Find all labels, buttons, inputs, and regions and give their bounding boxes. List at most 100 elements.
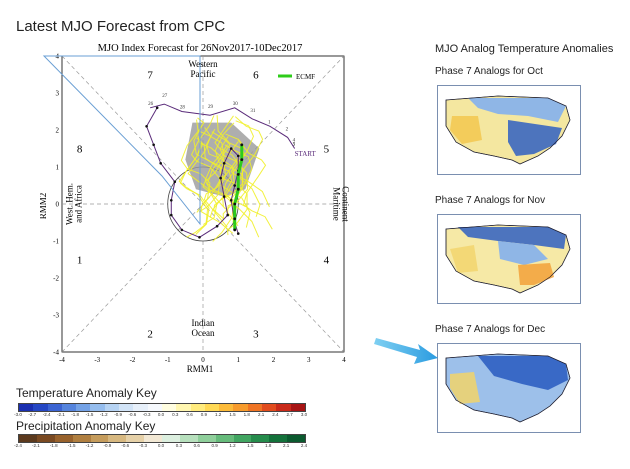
region-label-bottom: Indian — [192, 318, 215, 328]
ecmf-point — [240, 143, 244, 147]
key-swatch — [233, 404, 248, 411]
key-tick-label: -2.4 — [42, 412, 51, 417]
ecmf-point — [233, 202, 237, 206]
key-swatch — [262, 404, 277, 411]
temperature-key-title: Temperature Anomaly Key — [16, 386, 157, 400]
key-swatch — [19, 435, 37, 442]
ecmf-point — [233, 228, 237, 232]
ensemble-member-line — [203, 143, 234, 234]
key-swatch — [61, 404, 77, 411]
y-axis-label: RMM2 — [40, 193, 48, 220]
x-tick-label: 4 — [342, 356, 346, 364]
observed-day-label: 29 — [208, 105, 214, 110]
key-tick-label: -2.1 — [31, 443, 40, 448]
key-tick-label: -1.8 — [49, 443, 58, 448]
key-tick-label: 0.0 — [157, 443, 165, 448]
y-tick-label: 2 — [56, 127, 60, 135]
observed-point — [236, 232, 240, 235]
observed-point — [233, 184, 237, 187]
observed-day-label: 2 — [286, 127, 289, 132]
key-swatch — [287, 435, 305, 442]
observed-day-label: 5 — [293, 143, 296, 148]
x-tick-label: -4 — [59, 356, 65, 364]
analog-panel-title: MJO Analog Temperature Anomalies — [435, 43, 614, 55]
ecmf-point — [236, 173, 240, 176]
observed-point — [222, 162, 226, 165]
observed-point — [169, 199, 173, 202]
observed-day-label: 3 — [293, 143, 296, 148]
key-tick-label: 1.8 — [243, 412, 250, 417]
key-tick-label: 1.5 — [229, 412, 236, 417]
ensemble-member-line — [205, 128, 235, 220]
observed-point — [229, 199, 233, 202]
key-tick-label: 2.4 — [300, 443, 308, 448]
phase-number: 2 — [147, 329, 153, 341]
region-label-left: and Africa — [74, 185, 84, 223]
y-tick-label: 0 — [56, 201, 60, 209]
region-label-right: Maritime — [331, 187, 341, 221]
key-tick-label: -1.2 — [85, 443, 94, 448]
observed-point — [198, 236, 201, 239]
key-tick-label: -2.1 — [57, 412, 65, 417]
key-tick-label: 2.4 — [272, 412, 279, 417]
x-tick-label: 1 — [237, 356, 241, 364]
key-tick-label: 3.0 — [300, 412, 308, 417]
key-swatch — [179, 435, 198, 442]
x-tick-label: -1 — [165, 356, 171, 364]
ensemble-member-line — [219, 136, 249, 227]
key-tick-label: 0.0 — [157, 412, 165, 417]
key-tick-label: -0.3 — [139, 443, 148, 448]
region-label-top: Western — [188, 59, 218, 69]
key-swatch — [133, 404, 148, 411]
temperature-color-bar — [18, 403, 306, 412]
key-swatch — [290, 404, 305, 411]
analog-map-nov[interactable] — [437, 214, 581, 304]
x-tick-label: 2 — [272, 356, 276, 364]
ensemble-member-line — [178, 142, 209, 238]
analog-map-oct[interactable] — [437, 85, 581, 175]
region-label-right: Continent — [340, 186, 350, 222]
key-swatch — [144, 435, 162, 442]
y-tick-label: -2 — [53, 275, 59, 283]
observed-point — [180, 228, 184, 232]
observed-point — [222, 195, 226, 198]
observed-point — [236, 154, 240, 158]
key-tick-label: -1.2 — [99, 412, 108, 417]
ecmf-point — [233, 217, 237, 221]
key-tick-label: -1.5 — [67, 443, 76, 448]
phase-number: 6 — [253, 70, 259, 82]
y-tick-label: 3 — [56, 90, 60, 98]
map-label-oct: Phase 7 Analogs for Oct — [435, 66, 543, 77]
key-tick-label: -0.6 — [128, 412, 137, 417]
arrow-icon — [374, 338, 438, 364]
observed-point — [173, 180, 177, 184]
key-tick-label: -0.9 — [114, 412, 122, 417]
us-map-nov — [445, 224, 571, 294]
observed-point — [145, 125, 148, 128]
key-tick-label: -3.0 — [14, 412, 22, 417]
region-label-top: Pacific — [191, 69, 216, 79]
key-swatch — [276, 404, 291, 411]
key-tick-label: -0.3 — [142, 412, 151, 417]
observed-day-label: 31 — [250, 109, 256, 114]
region-label-bottom: Ocean — [192, 328, 215, 338]
observed-point — [229, 147, 233, 150]
observed-day-label: 26 — [148, 102, 154, 107]
key-tick-label: 0.9 — [211, 443, 218, 448]
observed-point — [226, 213, 229, 217]
map-label-nov: Phase 7 Analogs for Nov — [435, 195, 546, 206]
analog-map-dec[interactable] — [437, 343, 581, 433]
key-swatch — [197, 435, 216, 442]
legend-label-ecmf: ECMF — [296, 73, 315, 81]
phase-number: 1 — [77, 255, 83, 267]
precip-key-title: Precipitation Anomaly Key — [16, 419, 156, 433]
observed-point — [169, 213, 173, 217]
us-map-dec — [445, 353, 571, 423]
key-swatch — [76, 404, 91, 411]
y-tick-label: 1 — [56, 164, 60, 172]
key-swatch — [247, 404, 263, 411]
observed-point — [215, 224, 219, 228]
phase-number: 7 — [147, 70, 153, 82]
ecmf-point — [236, 187, 240, 191]
